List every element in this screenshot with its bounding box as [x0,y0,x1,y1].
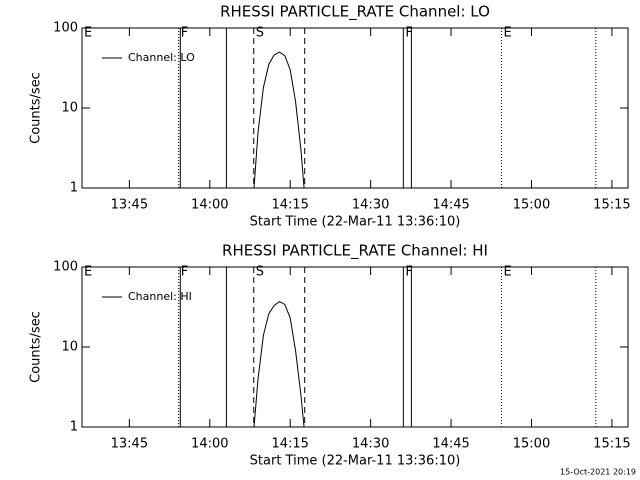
flag-label: E [503,26,511,41]
flag-label: S [256,26,264,41]
y-tick-label: 100 [53,21,78,36]
x-axis-label: Start Time (22-Mar-11 13:36:10) [250,215,461,230]
x-tick-label: 14:15 [271,198,308,213]
x-tick-label: 13:45 [111,437,148,452]
x-tick-label: 14:45 [432,437,469,452]
legend-label: Channel: HI [128,290,192,303]
flag-label: E [84,265,92,280]
x-tick-label: 15:15 [593,198,630,213]
data-line [253,300,305,428]
x-tick-label: 14:15 [271,437,308,452]
legend-label: Channel: LO [128,51,195,64]
x-tick-label: 14:45 [432,198,469,213]
x-tick-label: 14:30 [352,198,389,213]
flag-label: F [405,265,412,280]
flag-label: E [84,26,92,41]
y-tick-label: 10 [61,101,78,116]
y-axis-label: Counts/sec [29,311,44,383]
y-tick-label: 1 [70,181,78,196]
y-tick-label: 1 [70,420,78,435]
x-tick-label: 14:00 [191,437,228,452]
flag-label: F [405,26,412,41]
data-line [253,51,305,189]
flag-label: F [181,265,188,280]
y-axis-label: Counts/sec [29,72,44,144]
chart-title: RHESSI PARTICLE_RATE Channel: HI [222,242,488,261]
y-tick-label: 10 [61,340,78,355]
x-tick-label: 15:00 [513,198,550,213]
chart-title: RHESSI PARTICLE_RATE Channel: LO [220,3,490,22]
flag-label: E [503,265,511,280]
x-tick-label: 15:00 [513,437,550,452]
x-tick-label: 14:30 [352,437,389,452]
y-tick-label: 100 [53,260,78,275]
x-tick-label: 13:45 [111,198,148,213]
flag-label: F [181,26,188,41]
flag-label: S [256,265,264,280]
x-axis-label: Start Time (22-Mar-11 13:36:10) [250,454,461,469]
x-tick-label: 14:00 [191,198,228,213]
x-tick-label: 15:15 [593,437,630,452]
footer: 15-Oct-2021 20:19 [560,468,636,477]
